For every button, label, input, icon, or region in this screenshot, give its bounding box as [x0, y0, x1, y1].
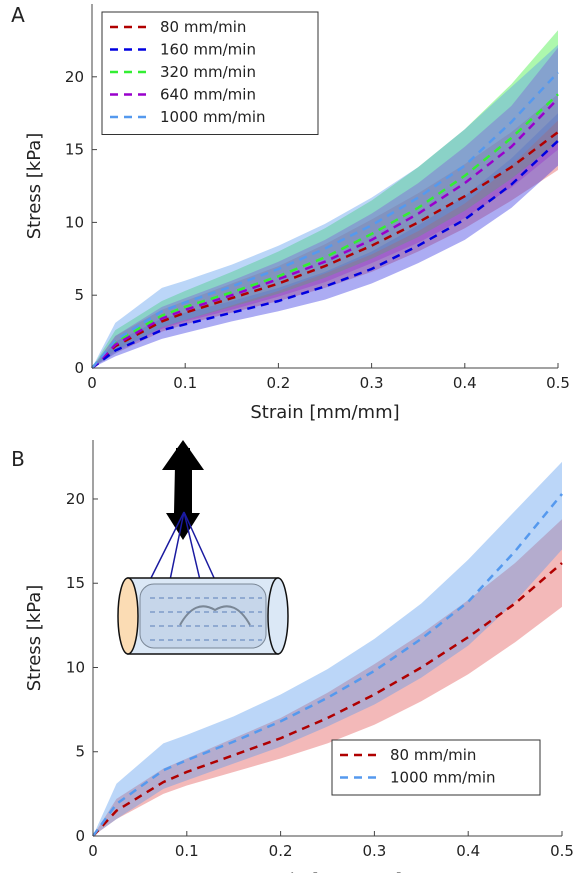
y-tick-label: 0 — [75, 827, 85, 845]
y-tick-label: 15 — [65, 141, 84, 159]
x-tick-label: 0.2 — [266, 374, 290, 392]
legend-label: 1000 mm/min — [390, 769, 496, 787]
legend-label: 80 mm/min — [160, 18, 246, 36]
x-tick-label: 0.1 — [173, 374, 197, 392]
band — [92, 94, 558, 368]
y-tick-label: 0 — [74, 359, 84, 377]
specimen-illustration — [117, 440, 289, 655]
y-tick-label: 20 — [66, 490, 85, 508]
y-tick-label: 10 — [66, 658, 85, 676]
panel-label: A — [11, 3, 25, 27]
x-tick-label: 0.1 — [175, 842, 199, 860]
x-tick-label: 0.4 — [453, 374, 477, 392]
x-tick-label: 0.4 — [456, 842, 480, 860]
band — [93, 519, 562, 836]
panel-label: B — [11, 447, 25, 471]
legend-label: 640 mm/min — [160, 86, 256, 104]
legend-label: 1000 mm/min — [160, 108, 266, 126]
y-axis-label: Stress [kPa] — [24, 585, 45, 692]
x-tick-label: 0.5 — [546, 374, 570, 392]
legend: 80 mm/min 1000 mm/min — [331, 739, 541, 796]
mean-line — [91, 493, 563, 837]
band — [92, 44, 558, 368]
y-tick-label: 5 — [75, 743, 85, 761]
band — [92, 113, 558, 368]
x-axis-label: Strain [mm/mm] — [250, 402, 399, 423]
band — [93, 461, 562, 836]
legend: 80 mm/min 160 mm/min 320 mm/min 640 mm/min 1… — [101, 11, 319, 135]
x-tick-label: 0.2 — [269, 842, 293, 860]
y-tick-label: 5 — [74, 286, 84, 304]
panel: A 0 0.1 0.2 0.3 0.4 0.5 0 5 10 15 20 Strain [mm/mm] S… — [11, 3, 570, 423]
mean-line — [91, 71, 559, 369]
mean-line — [91, 139, 559, 370]
x-tick-label: 0.3 — [362, 842, 386, 860]
band — [92, 47, 558, 369]
band — [92, 30, 558, 368]
x-tick-label: 0.5 — [550, 842, 574, 860]
y-tick-label: 20 — [65, 68, 84, 86]
legend-box — [331, 739, 541, 796]
legend-label: 160 mm/min — [160, 41, 256, 59]
mean-line — [92, 562, 563, 837]
y-tick-label: 15 — [66, 574, 85, 592]
mean-line — [91, 97, 559, 369]
y-axis-label: Stress [kPa] — [24, 133, 45, 240]
legend-label: 80 mm/min — [390, 746, 476, 764]
legend-label: 320 mm/min — [160, 63, 256, 81]
mean-line — [91, 131, 559, 369]
y-tick-label: 10 — [65, 213, 84, 231]
x-tick-label: 0 — [88, 842, 98, 860]
x-tick-label: 0.3 — [360, 374, 384, 392]
x-tick-label: 0 — [87, 374, 97, 392]
